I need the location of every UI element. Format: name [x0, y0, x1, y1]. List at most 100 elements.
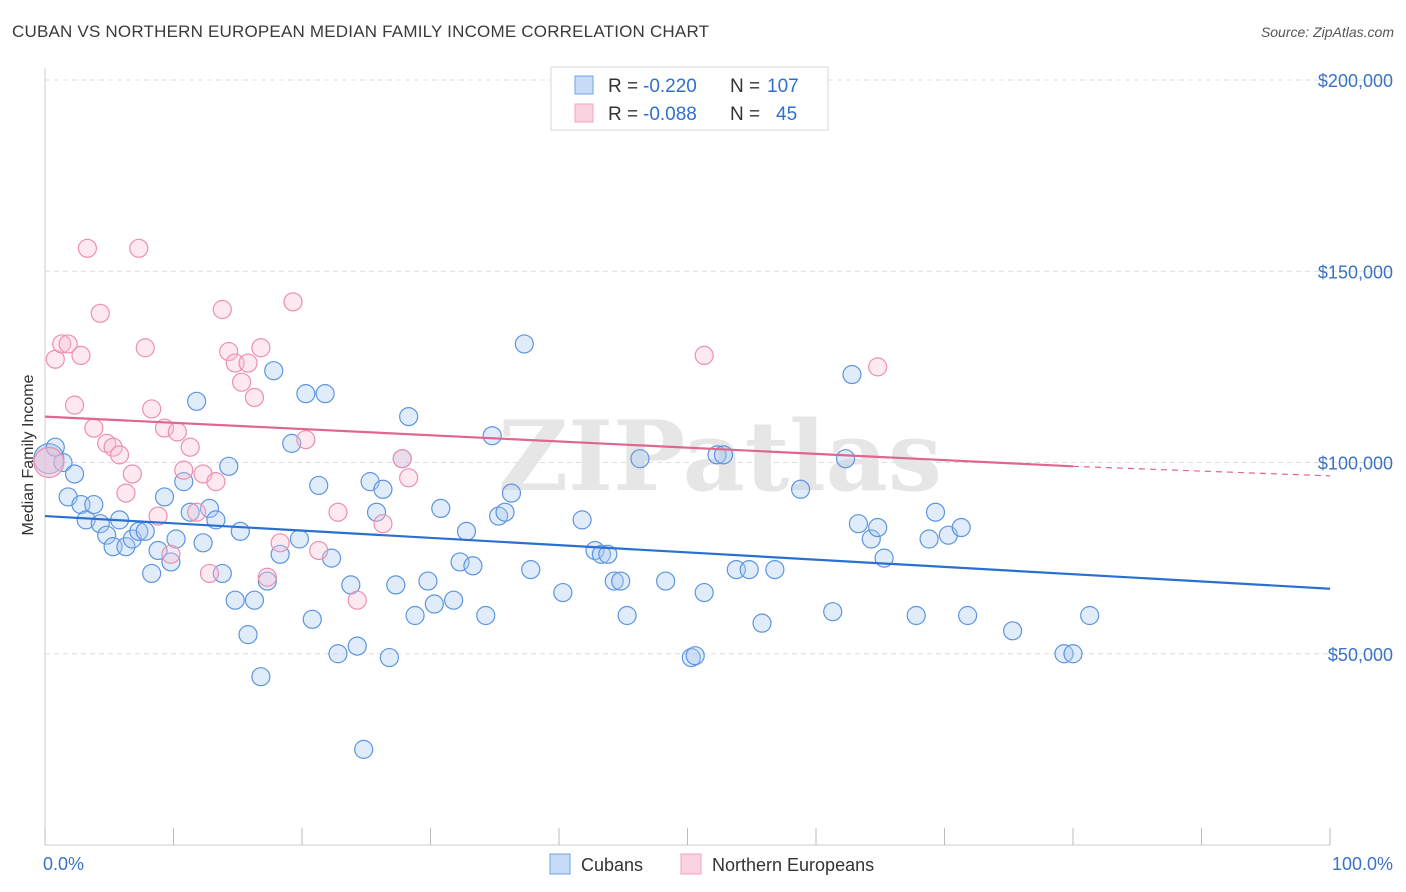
northern-europeans-point-19	[161, 544, 181, 564]
cubans-point-39	[296, 384, 316, 404]
cubans-point-17	[148, 540, 168, 561]
cubans-point-33	[251, 667, 271, 687]
northern-europeans-point-13	[122, 464, 142, 484]
cubans-point-9	[97, 525, 117, 545]
cubans-point-78	[630, 449, 650, 469]
cubans-point-50	[373, 479, 393, 499]
cubans-point-100	[951, 517, 971, 538]
northern-europeans-point-43	[399, 468, 419, 488]
cubans-point-36	[270, 544, 290, 564]
northern-europeans-point-26	[206, 472, 226, 492]
cubans-point-90	[835, 449, 856, 469]
cubans-point-67	[501, 483, 522, 503]
cubans-point-19	[161, 552, 181, 572]
cubans-point-25	[199, 498, 220, 518]
x-tick-label-1: 100.0%	[1332, 854, 1393, 874]
northern-europeans-point-34	[257, 567, 277, 587]
northern-europeans-point-27	[212, 299, 232, 320]
cubans-point-12	[116, 537, 136, 557]
y-tick-label-1: $100,000	[1318, 454, 1393, 474]
cubans-point-79	[656, 571, 676, 591]
northern-europeans-point-21	[174, 460, 194, 480]
cubans-point-58	[431, 498, 451, 518]
cubans-point-86	[752, 613, 772, 633]
legend-n-value-2: 45	[776, 104, 797, 125]
y-tick-label-2: $150,000	[1318, 262, 1393, 282]
northern-europeans-point-38	[309, 540, 329, 561]
legend-r-value-1: -0.220	[643, 76, 697, 97]
cubans-point-24	[193, 533, 213, 553]
cubans-point-57	[424, 594, 444, 614]
cubans-trend-line	[44, 514, 1331, 590]
cubans-point-30	[230, 521, 250, 541]
cubans-point-55	[405, 605, 425, 626]
northern-europeans-point-12	[116, 483, 136, 503]
y-tick-label-0: $50,000	[1328, 645, 1393, 665]
cubans-swatch	[574, 75, 594, 95]
cubans-point-75	[604, 571, 624, 591]
cubans-point-15	[135, 521, 155, 541]
cubans-point-35	[264, 361, 284, 381]
northern-europeans-point-39	[328, 502, 348, 522]
cubans-point-101	[958, 605, 978, 626]
northern-europeans-point-37	[296, 429, 316, 450]
cubans-point-22	[180, 502, 200, 522]
northern-europeans-point-17	[148, 506, 168, 526]
cubans-point-59	[444, 590, 464, 610]
cubans-point-29	[225, 590, 245, 610]
cubans-point-63	[476, 605, 496, 626]
legend-n-value-1: 107	[767, 76, 799, 97]
northern-europeans-point-7	[84, 418, 104, 438]
legend-n-label-2: N =	[730, 104, 760, 125]
northern-europeans-point-32	[244, 387, 265, 408]
cubans-point-73	[591, 544, 612, 564]
cubans-point-54	[399, 407, 419, 427]
cubans-point-16	[142, 563, 162, 584]
cubans-point-44	[328, 644, 348, 664]
cubans-point-77	[617, 605, 637, 626]
y-tick-labels: $50,000 $100,000 $150,000 $200,000	[1318, 71, 1393, 665]
cubans-point-23	[187, 391, 207, 411]
northern-europeans-trend-line	[44, 415, 1074, 468]
cubans-point-62	[463, 556, 483, 576]
cubans-point-41	[309, 475, 329, 496]
series-legend: Cubans Northern Europeans	[549, 853, 874, 875]
y-tick-label-3: $200,000	[1318, 71, 1393, 91]
northern-europeans-point-4	[64, 395, 85, 415]
cubans-point-4	[64, 464, 85, 484]
northern-europeans-point-25	[199, 563, 220, 584]
cubans-point-74	[598, 544, 618, 564]
cubans-point-81	[694, 582, 714, 603]
cubans-point-89	[823, 602, 843, 622]
northern-europeans-swatch	[574, 103, 594, 123]
legend-r-label-2: R =	[608, 104, 638, 125]
cubans-point-40	[302, 609, 322, 629]
cubans-point-106	[685, 646, 705, 666]
cubans-point-49	[366, 502, 387, 522]
cubans-point-21	[174, 472, 194, 492]
northern-europeans-point-35	[270, 533, 290, 553]
northern-europeans-point-15	[135, 338, 155, 358]
northern-europeans-point-5	[71, 345, 91, 365]
cubans-point-31	[238, 625, 258, 645]
northern-europeans-point-14	[129, 238, 149, 258]
cubans-point-52	[386, 575, 406, 595]
cubans-point-70	[553, 582, 573, 603]
cubans-points	[33, 334, 1100, 759]
y-axis-label: Median Family Income	[20, 374, 37, 535]
cubans-point-76	[611, 571, 631, 591]
x-tick-label-0: 0.0%	[43, 854, 84, 874]
cubans-point-28	[219, 456, 239, 476]
northern-europeans-point-40	[347, 590, 367, 610]
stats-legend-box	[550, 66, 829, 131]
northern-europeans-point-11	[109, 445, 130, 465]
legend-r-value-2: -0.088	[643, 104, 697, 125]
legend-cubans-label: Cubans	[581, 855, 643, 875]
northern-europeans-point-33	[251, 338, 271, 358]
legend-n-label-1: N =	[730, 76, 760, 97]
northern-europeans-point-42	[392, 449, 412, 469]
northern-europeans-point-44	[694, 345, 714, 365]
cubans-point-56	[418, 571, 438, 591]
cubans-point-32	[244, 590, 265, 610]
cubans-point-47	[354, 739, 374, 759]
